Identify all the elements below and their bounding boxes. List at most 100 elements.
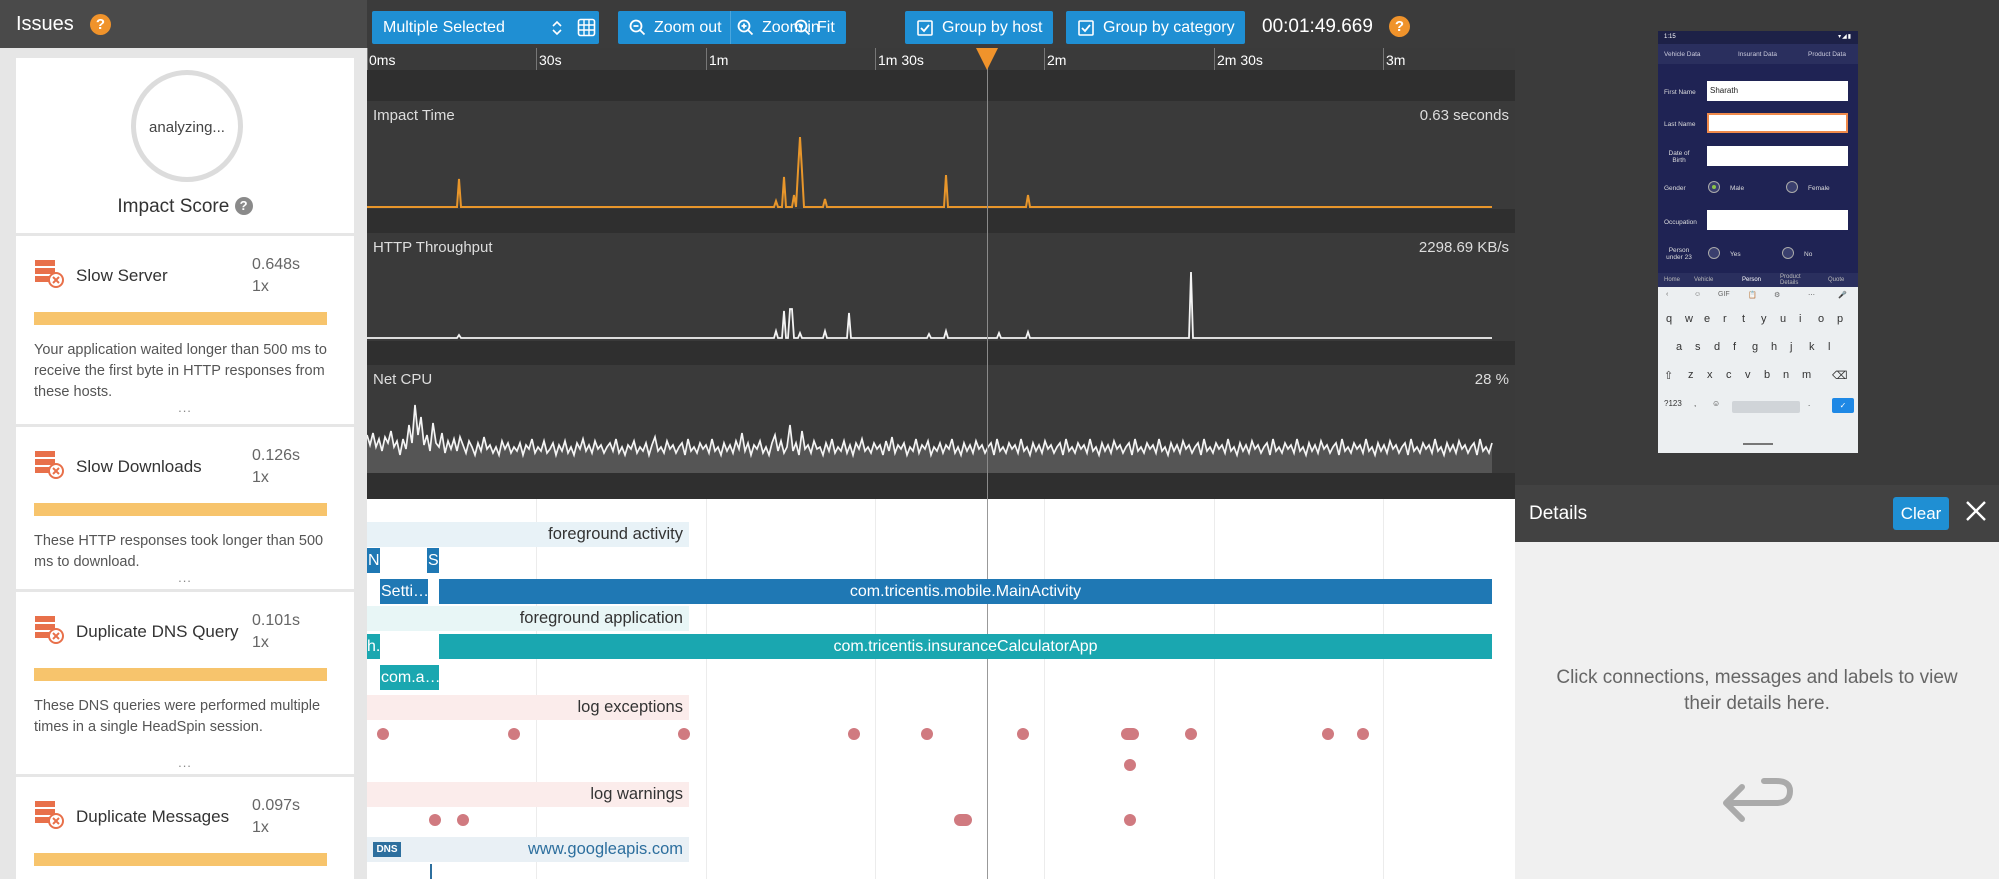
log-exception-marker[interactable] (508, 728, 520, 740)
key[interactable]: y (1761, 313, 1767, 325)
log-exception-marker[interactable] (921, 728, 933, 740)
clear-button[interactable]: Clear (1893, 497, 1949, 530)
key[interactable]: g (1752, 341, 1759, 353)
more-icon[interactable]: ... (178, 755, 192, 770)
application-segment-main[interactable]: com.tricentis.insuranceCalculatorApp (439, 634, 1492, 659)
grid-icon[interactable] (577, 18, 596, 37)
net-cpu-track[interactable]: Net CPU 28 % (367, 365, 1515, 473)
phone-tab[interactable]: Product Data (1808, 51, 1846, 58)
radio-icon[interactable] (1782, 247, 1794, 259)
issue-duplicate-dns-query[interactable]: Duplicate DNS Query 0.101s 1x These DNS … (16, 592, 354, 774)
key[interactable]: k (1809, 341, 1815, 353)
key[interactable]: r (1723, 313, 1727, 325)
more-icon[interactable]: ... (178, 570, 192, 585)
group-by-host-toggle[interactable]: Group by host (905, 11, 1053, 44)
key[interactable]: f (1733, 341, 1737, 353)
dns-event-marker[interactable] (430, 864, 432, 879)
key[interactable]: n (1783, 369, 1790, 381)
series-select[interactable]: Multiple Selected (372, 11, 599, 44)
lane-label-foreground-application[interactable]: foreground application (367, 606, 689, 631)
key[interactable]: w (1685, 313, 1693, 325)
phone-nav-item[interactable]: Vehicle (1694, 277, 1714, 283)
lane-label-log-warnings[interactable]: log warnings (367, 782, 689, 807)
phone-nav-item[interactable]: Home (1664, 277, 1681, 283)
time-ruler[interactable]: 0ms 30s 1m 1m 30s 2m 2m 30s 3m (367, 48, 1515, 70)
log-exception-marker[interactable] (678, 728, 690, 740)
keyboard-mic-icon[interactable]: 🎤 (1838, 292, 1847, 299)
group-by-category-toggle[interactable]: Group by category (1066, 11, 1245, 44)
device-screenshot[interactable]: 1:15 ▾◢▮ Vehicle Data Insurant Data Prod… (1658, 31, 1858, 453)
fit-button[interactable]: Fit (789, 11, 845, 44)
phone-keyboard[interactable]: ‹ ☺ GIF 📋 ⚙ ⋯ 🎤 q w e r t y u i (1658, 287, 1858, 453)
phone-nav-item[interactable]: Person (1742, 277, 1762, 283)
key[interactable]: x (1707, 369, 1713, 381)
key[interactable]: p (1837, 313, 1844, 325)
log-exception-marker[interactable] (1357, 728, 1369, 740)
keyboard-back-icon[interactable]: ‹ (1666, 291, 1669, 298)
application-segment[interactable]: com.a… (380, 665, 439, 690)
issue-duplicate-messages[interactable]: Duplicate Messages 0.097s 1x (16, 777, 354, 879)
timeline[interactable]: 0ms 30s 1m 1m 30s 2m 2m 30s 3m Impact Ti… (367, 48, 1515, 500)
key[interactable]: j (1790, 341, 1793, 353)
log-warning-marker[interactable] (457, 814, 469, 826)
log-warning-marker[interactable] (1124, 814, 1136, 826)
log-exception-marker[interactable] (1322, 728, 1334, 740)
help-icon[interactable]: ? (90, 14, 111, 35)
key[interactable]: s (1695, 341, 1701, 353)
shift-key[interactable]: ⇧ (1664, 370, 1674, 382)
issue-slow-server[interactable]: Slow Server 0.648s 1x Your application w… (16, 236, 354, 424)
close-icon[interactable] (1963, 498, 1989, 524)
backspace-key[interactable]: ⌫ (1832, 370, 1848, 382)
phone-nav-item[interactable]: Quote (1828, 277, 1845, 283)
key[interactable]: b (1764, 369, 1771, 381)
phone-nav-item[interactable]: Product Details (1780, 274, 1801, 286)
log-exception-marker[interactable] (848, 728, 860, 740)
log-warning-marker[interactable] (954, 814, 972, 826)
application-segment[interactable]: h. (367, 634, 380, 659)
log-exception-marker[interactable] (1121, 728, 1139, 740)
activity-segment[interactable]: N (367, 548, 380, 573)
key[interactable]: h (1771, 341, 1778, 353)
log-exception-marker[interactable] (1185, 728, 1197, 740)
key[interactable]: q (1666, 313, 1673, 325)
log-exception-marker[interactable] (377, 728, 389, 740)
help-icon[interactable]: ? (1389, 16, 1410, 37)
log-exception-marker[interactable] (1124, 759, 1136, 771)
key[interactable]: d (1714, 341, 1721, 353)
keyboard-settings-icon[interactable]: ⚙ (1774, 292, 1781, 299)
lane-label-foreground-activity[interactable]: foreground activity (367, 522, 689, 547)
impact-time-track[interactable]: Impact Time 0.63 seconds (367, 101, 1515, 209)
key[interactable]: z (1688, 369, 1694, 381)
radio-icon[interactable] (1708, 247, 1720, 259)
enter-key[interactable]: ✓ (1832, 398, 1854, 413)
key[interactable]: e (1704, 313, 1711, 325)
issue-slow-downloads[interactable]: Slow Downloads 0.126s 1x These HTTP resp… (16, 427, 354, 589)
emoji-key[interactable]: ☺ (1712, 399, 1721, 408)
keyboard-emoji-icon[interactable]: ☺ (1694, 291, 1702, 298)
key[interactable]: , (1694, 399, 1697, 408)
keyboard-gif-icon[interactable]: GIF (1718, 291, 1730, 298)
key[interactable]: m (1802, 369, 1812, 381)
phone-dob-input[interactable] (1707, 146, 1848, 166)
log-exception-marker[interactable] (1017, 728, 1029, 740)
key[interactable]: i (1799, 313, 1802, 325)
impact-score-help-icon[interactable]: ? (234, 197, 253, 215)
activity-segment[interactable]: Setti… (380, 579, 428, 604)
key[interactable]: t (1742, 313, 1746, 325)
http-throughput-track[interactable]: HTTP Throughput 2298.69 KB/s (367, 233, 1515, 341)
lane-label-log-exceptions[interactable]: log exceptions (367, 695, 689, 720)
key[interactable]: u (1780, 313, 1787, 325)
key[interactable]: . (1808, 399, 1811, 408)
key[interactable]: l (1828, 341, 1831, 353)
phone-tab[interactable]: Vehicle Data (1664, 51, 1701, 58)
key[interactable]: c (1726, 369, 1732, 381)
dns-host-row[interactable]: DNS www.googleapis.com (367, 837, 689, 862)
phone-tab[interactable]: Insurant Data (1738, 51, 1778, 58)
key[interactable]: o (1818, 313, 1825, 325)
log-warning-marker[interactable] (429, 814, 441, 826)
keyboard-more-icon[interactable]: ⋯ (1808, 292, 1815, 299)
phone-occupation-input[interactable] (1707, 210, 1848, 230)
phone-first-name-input[interactable]: Sharath (1707, 81, 1848, 101)
symbols-key[interactable]: ?123 (1664, 399, 1682, 408)
more-icon[interactable]: ... (178, 400, 192, 415)
